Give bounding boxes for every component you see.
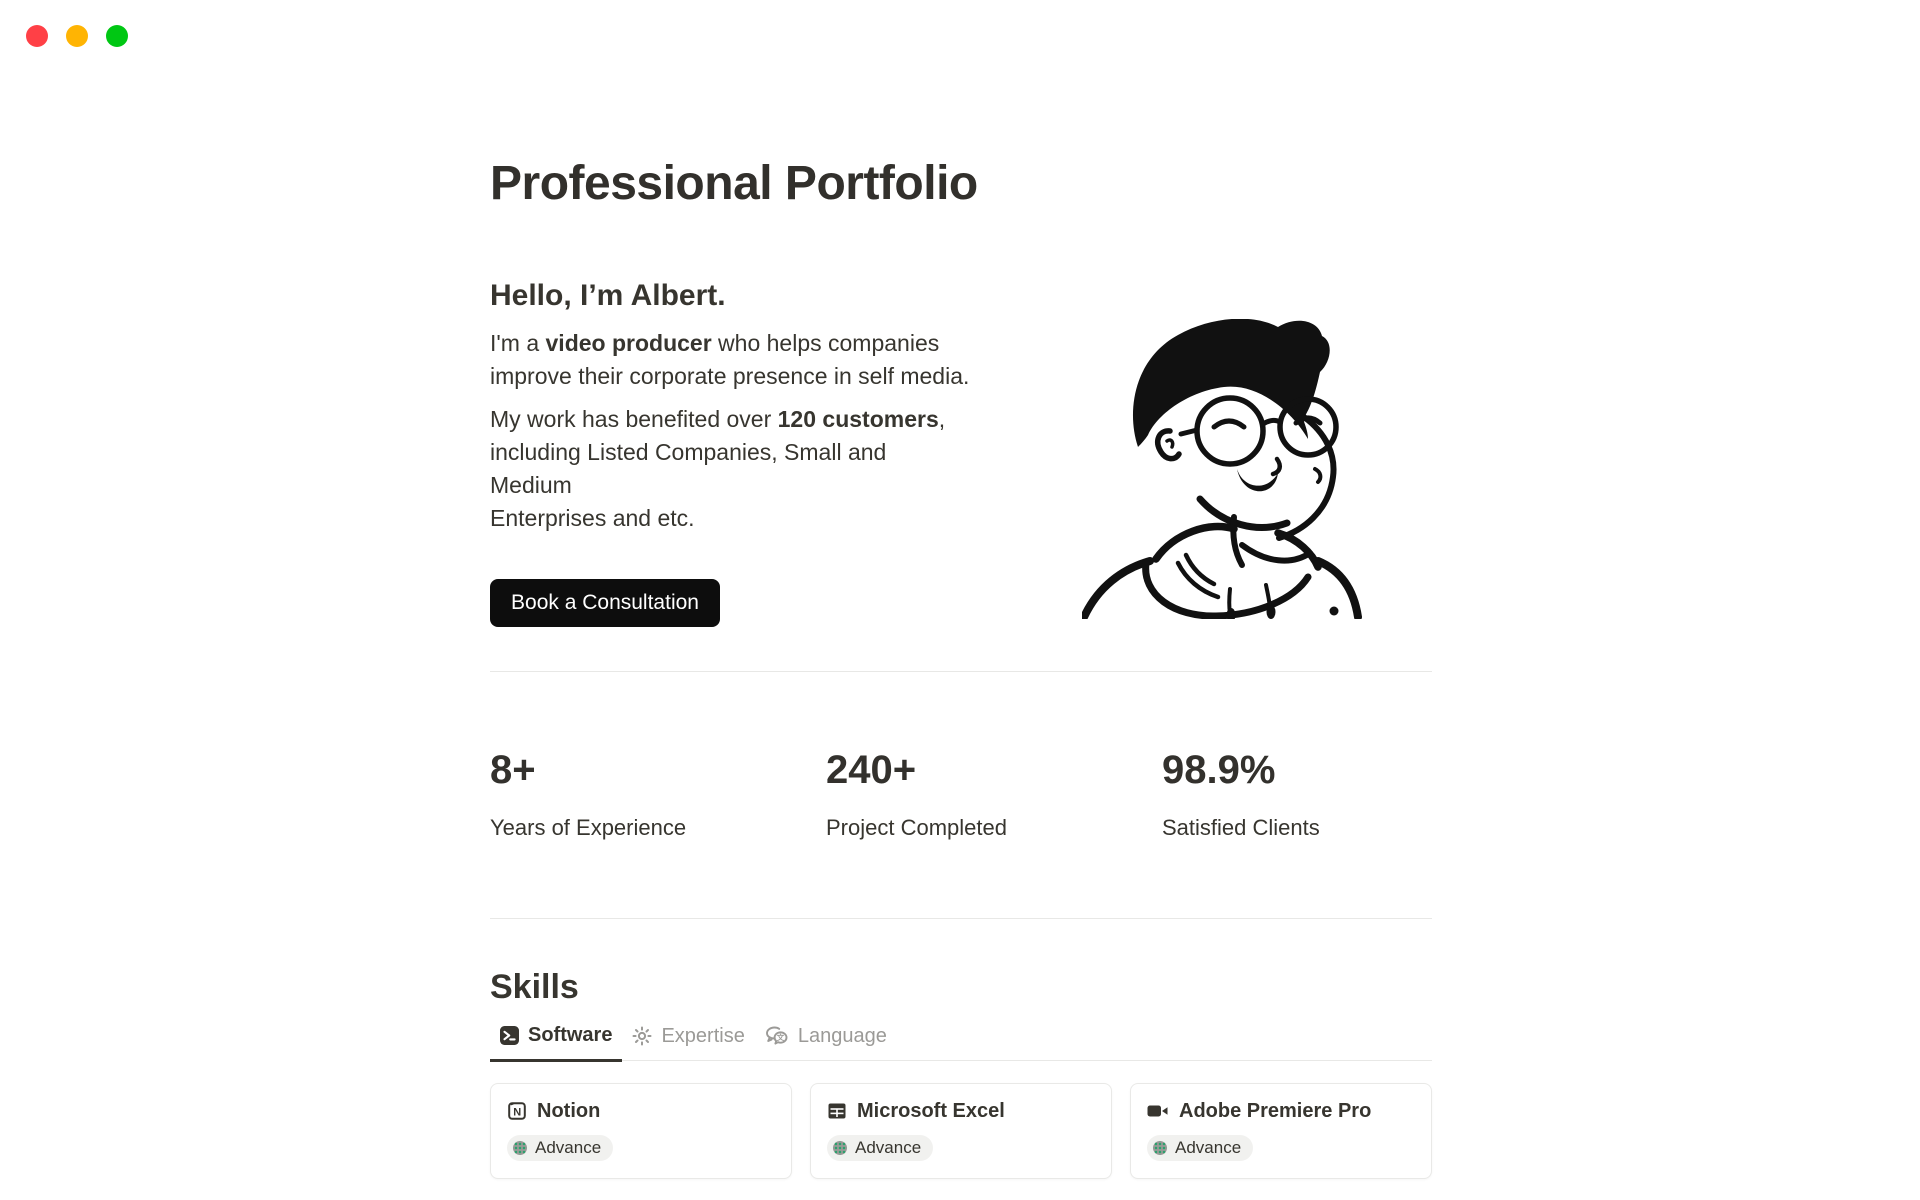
hero-paragraph-2: My work has benefited over 120 customers… bbox=[490, 406, 946, 531]
skill-card-notion[interactable]: N Notion Advance bbox=[490, 1083, 792, 1179]
spreadsheet-icon bbox=[827, 1101, 847, 1121]
portfolio-page: Professional Portfolio Hello, I’m Albert… bbox=[490, 0, 1432, 1179]
skill-level-label: Advance bbox=[1175, 1138, 1242, 1157]
tab-software[interactable]: Software bbox=[490, 1023, 623, 1062]
video-camera-icon bbox=[1147, 1102, 1169, 1120]
divider bbox=[490, 671, 1432, 672]
skill-card-premiere[interactable]: Adobe Premiere Pro Advance bbox=[1130, 1083, 1432, 1179]
skills-tabs: Software Expertise 文 bbox=[490, 1023, 1432, 1062]
sun-icon bbox=[632, 1026, 652, 1046]
page-title: Professional Portfolio bbox=[490, 157, 978, 210]
terminal-icon bbox=[500, 1025, 519, 1045]
skill-card-title: Adobe Premiere Pro bbox=[1179, 1100, 1372, 1122]
skills-cards: N Notion Advance bbox=[490, 1083, 1432, 1179]
stat-value: 8+ bbox=[490, 748, 536, 792]
svg-text:文: 文 bbox=[777, 1032, 785, 1042]
tab-label: Expertise bbox=[661, 1024, 745, 1047]
tab-label: Language bbox=[797, 1024, 887, 1047]
skill-card-title: Microsoft Excel bbox=[857, 1100, 1005, 1122]
tab-label: Software bbox=[528, 1024, 613, 1046]
translate-icon: 文 bbox=[765, 1026, 789, 1046]
hero-text-column: Hello, I’m Albert. I'm a video producer … bbox=[490, 277, 970, 627]
hero-heading: Hello, I’m Albert. bbox=[490, 279, 726, 312]
minimize-window-button[interactable] bbox=[66, 25, 88, 47]
book-consultation-button[interactable]: Book a Consultation bbox=[490, 579, 720, 627]
stat-clients: 98.9% Satisfied Clients bbox=[1162, 746, 1432, 842]
divider bbox=[490, 918, 1432, 919]
stat-projects: 240+ Project Completed bbox=[826, 746, 1096, 842]
level-dot-icon bbox=[833, 1141, 847, 1155]
stats-section: 8+ Years of Experience 240+ Project Comp… bbox=[490, 746, 1432, 842]
stat-label: Satisfied Clients bbox=[1162, 815, 1320, 840]
stat-label: Years of Experience bbox=[490, 815, 687, 840]
stat-value: 240+ bbox=[826, 748, 917, 792]
skills-heading: Skills bbox=[490, 968, 579, 1006]
close-window-button[interactable] bbox=[26, 25, 48, 47]
level-dot-icon bbox=[513, 1141, 527, 1155]
skill-level-badge: Advance bbox=[507, 1135, 614, 1161]
skill-card-title: Notion bbox=[537, 1100, 601, 1122]
level-dot-icon bbox=[1153, 1141, 1167, 1155]
skill-level-label: Advance bbox=[855, 1138, 922, 1157]
skill-level-badge: Advance bbox=[1147, 1135, 1254, 1161]
notion-icon: N bbox=[507, 1101, 527, 1121]
skill-level-label: Advance bbox=[535, 1138, 602, 1157]
skill-level-badge: Advance bbox=[827, 1135, 934, 1161]
hero-illustration-column bbox=[970, 277, 1432, 627]
zoom-window-button[interactable] bbox=[106, 25, 128, 47]
hero-section: Hello, I’m Albert. I'm a video producer … bbox=[490, 277, 1432, 627]
stat-label: Project Completed bbox=[826, 815, 1007, 840]
window-controls bbox=[26, 25, 128, 47]
stat-experience: 8+ Years of Experience bbox=[490, 746, 760, 842]
tab-expertise[interactable]: Expertise bbox=[622, 1023, 754, 1060]
tab-language[interactable]: 文 Language bbox=[755, 1023, 897, 1060]
albert-illustration bbox=[1082, 319, 1362, 619]
hero-paragraph-1: I'm a video producer who helps companies… bbox=[490, 330, 970, 389]
skill-card-excel[interactable]: Microsoft Excel Advance bbox=[810, 1083, 1112, 1179]
stat-value: 98.9% bbox=[1162, 748, 1276, 792]
svg-text:N: N bbox=[513, 1106, 521, 1118]
